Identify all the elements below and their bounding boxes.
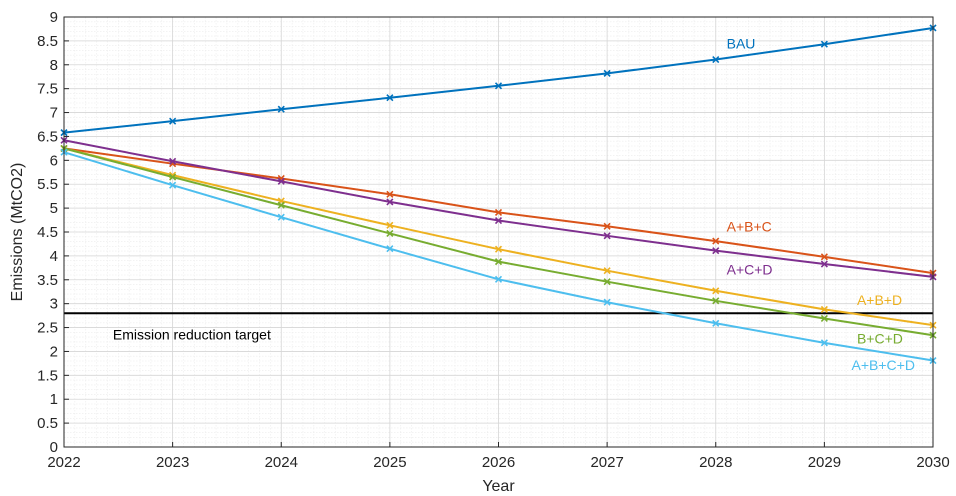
- y-axis-label: Emissions (MtCO2): [9, 163, 26, 302]
- y-tick-label: 3: [50, 296, 58, 313]
- data-point-marker: [712, 319, 720, 327]
- data-point-marker: [494, 82, 503, 90]
- data-point-marker: [277, 177, 285, 185]
- data-point-marker: [386, 245, 394, 253]
- data-point-marker: [712, 297, 720, 305]
- y-tick-label: 1: [50, 391, 58, 408]
- data-point-marker: [494, 258, 503, 266]
- x-tick-label: 2026: [482, 454, 515, 471]
- x-tick-label: 2030: [916, 454, 949, 471]
- data-point-marker: [603, 232, 611, 240]
- data-point-marker: [277, 201, 285, 209]
- data-point-marker: [712, 247, 720, 255]
- data-point-marker: [820, 314, 828, 323]
- x-tick-label: 2023: [156, 454, 189, 471]
- target-label: Emission reduction target: [113, 327, 271, 343]
- y-tick-label: 4: [50, 248, 58, 265]
- x-tick-label: 2024: [265, 454, 298, 471]
- x-axis-label: Year: [482, 478, 515, 495]
- data-point-marker: [169, 117, 177, 125]
- y-tick-label: 0.5: [37, 415, 58, 432]
- y-tick-label: 6: [50, 152, 58, 169]
- x-tick-label: 2022: [47, 454, 80, 471]
- data-point-marker: [712, 287, 720, 295]
- data-point-marker: [386, 94, 394, 102]
- data-point-marker: [277, 213, 285, 221]
- series-labels: BAU A+B+C A+C+D A+B+D B+C+D A+B+C+D: [727, 35, 915, 373]
- data-point-marker: [712, 55, 720, 64]
- data-point-marker: [277, 105, 285, 113]
- data-point-marker: [603, 222, 611, 230]
- data-point-marker: [494, 208, 503, 216]
- data-point-marker: [386, 221, 394, 229]
- y-tick-label: 8.5: [37, 33, 58, 50]
- data-point-marker: [386, 229, 394, 237]
- data-point-marker: [603, 278, 611, 286]
- series-label: BAU: [727, 35, 756, 51]
- y-tick-label: 1.5: [37, 367, 58, 384]
- series-label: A+B+C: [727, 218, 772, 234]
- data-point-marker: [169, 157, 177, 165]
- data-point-marker: [820, 305, 828, 313]
- data-point-marker: [494, 275, 503, 283]
- y-tick-label: 6.5: [37, 128, 58, 145]
- data-point-marker: [603, 69, 611, 77]
- series-label: B+C+D: [857, 331, 903, 347]
- data-point-marker: [386, 198, 394, 206]
- x-tick-label: 2027: [590, 454, 623, 471]
- x-tick-labels: 2022 2023 2024 2025 2026 2027 2028 2029 2030: [47, 442, 950, 471]
- y-tick-label: 2: [50, 343, 58, 360]
- y-tick-label: 3.5: [37, 272, 58, 289]
- series-label: A+B+C+D: [852, 357, 915, 373]
- data-point-marker: [712, 237, 720, 245]
- data-point-marker: [386, 190, 394, 198]
- y-tick-label: 0: [50, 439, 58, 456]
- x-tick-label: 2025: [373, 454, 406, 471]
- data-point-marker: [494, 216, 503, 225]
- data-point-marker: [169, 173, 177, 181]
- data-point-marker: [820, 40, 828, 48]
- x-tick-label: 2028: [699, 454, 732, 471]
- y-tick-label: 5: [50, 200, 58, 217]
- x-tick-label: 2029: [808, 454, 841, 471]
- series-label: A+C+D: [727, 261, 773, 277]
- y-tick-label: 8: [50, 57, 58, 74]
- data-point-marker: [820, 253, 828, 261]
- y-tick-label: 7: [50, 105, 58, 122]
- y-tick-label: 9: [50, 9, 58, 26]
- data-point-marker: [603, 267, 611, 275]
- y-tick-label: 5.5: [37, 176, 58, 193]
- y-tick-label: 4.5: [37, 224, 58, 241]
- data-point-marker: [820, 339, 828, 347]
- y-tick-label: 7.5: [37, 81, 58, 98]
- data-point-marker: [169, 181, 177, 189]
- data-point-marker: [820, 260, 828, 268]
- y-tick-labels: 0 0.5 1 1.5 2 2.5 3 3.5 4 4.5 5 5.5 6 6.5 7 7.5 8 8.5 9: [37, 9, 69, 456]
- data-point-marker: [603, 298, 611, 306]
- series-label: A+B+D: [857, 292, 902, 308]
- data-point-marker: [494, 245, 503, 253]
- y-tick-label: 2.5: [37, 320, 58, 337]
